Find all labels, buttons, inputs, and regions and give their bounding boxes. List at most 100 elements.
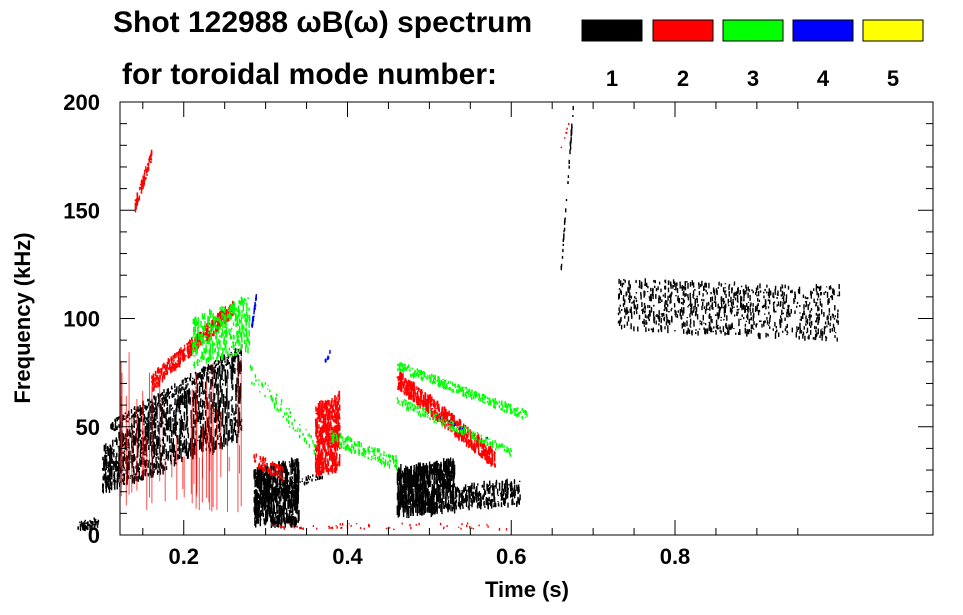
mode1-mark bbox=[192, 429, 195, 440]
mode1-mark bbox=[403, 484, 405, 494]
mode1-mark bbox=[147, 423, 149, 430]
mode1-mark bbox=[193, 378, 195, 383]
mode1-mark bbox=[410, 490, 412, 501]
mode1-mark bbox=[480, 504, 482, 510]
mode1-mark bbox=[755, 292, 757, 295]
mode1-mark bbox=[706, 292, 708, 295]
mode1-mark bbox=[118, 453, 120, 462]
mode1-mark bbox=[720, 319, 722, 321]
mode1-mark bbox=[472, 494, 475, 499]
mode1-mark bbox=[254, 510, 257, 518]
mode2-mark bbox=[323, 467, 325, 470]
mode1-mark bbox=[767, 306, 770, 309]
mode1-mark bbox=[267, 466, 269, 469]
mode1-mark bbox=[472, 496, 475, 503]
mode1-mark bbox=[180, 440, 182, 446]
mode1-mark bbox=[824, 321, 827, 325]
mode1-mark bbox=[220, 374, 222, 381]
mode1-mark bbox=[176, 421, 179, 426]
mode1-mark bbox=[282, 495, 284, 499]
mode1-mark bbox=[183, 412, 186, 421]
mode1-mark bbox=[759, 290, 762, 293]
mode2-mark bbox=[339, 454, 341, 459]
mode1-mark bbox=[431, 492, 434, 504]
mode1-mark bbox=[217, 405, 219, 416]
mode2-mark bbox=[262, 461, 264, 467]
mode1-mark bbox=[450, 475, 452, 479]
mode1-mark bbox=[736, 311, 738, 316]
mode1-mark bbox=[257, 518, 259, 524]
mode1-mark bbox=[292, 487, 294, 489]
mode2-mark bbox=[282, 466, 284, 471]
mode1-mark bbox=[178, 455, 180, 459]
mode2-mark bbox=[320, 431, 322, 438]
mode1-mark bbox=[139, 420, 141, 422]
mode1-mark bbox=[287, 479, 289, 483]
mode1-mark bbox=[225, 401, 227, 404]
mode1-mark bbox=[198, 382, 200, 385]
mode1-mark bbox=[117, 445, 119, 448]
mode2-mark bbox=[227, 308, 229, 311]
mode1-mark bbox=[256, 513, 259, 521]
mode1-mark bbox=[294, 477, 297, 487]
mode1-mark bbox=[292, 487, 294, 498]
mode1-mark bbox=[130, 432, 132, 438]
mode1-mark bbox=[233, 417, 235, 421]
mode1-mark bbox=[640, 292, 642, 296]
mode1-mark bbox=[723, 300, 726, 303]
mode1-mark bbox=[161, 399, 163, 403]
mode1-mark bbox=[288, 471, 290, 476]
mode1-mark bbox=[103, 467, 105, 471]
mode1-mark bbox=[683, 307, 685, 312]
mode2-mark bbox=[333, 399, 335, 406]
mode1-mark bbox=[511, 500, 513, 505]
mode1-mark bbox=[214, 359, 217, 362]
mode1-mark bbox=[274, 473, 277, 477]
mode1-mark bbox=[276, 506, 278, 511]
mode1-mark bbox=[796, 328, 798, 332]
mode1-mark bbox=[122, 474, 124, 476]
mode1-mark bbox=[279, 485, 282, 489]
mode1-mark bbox=[628, 288, 630, 294]
mode1-mark bbox=[808, 304, 810, 306]
mode2-mark bbox=[336, 401, 338, 408]
mode1-mark bbox=[401, 470, 404, 478]
mode1-mark bbox=[291, 493, 293, 498]
mode1-mark bbox=[677, 298, 680, 303]
mode1-mark bbox=[506, 485, 509, 489]
mode1-mark bbox=[670, 299, 672, 304]
mode1-mark bbox=[443, 485, 445, 490]
mode1-mark bbox=[297, 482, 299, 485]
mode1-mark bbox=[513, 479, 516, 485]
mode1-mark bbox=[213, 370, 216, 373]
mode1-mark bbox=[493, 496, 496, 502]
mode2-mark bbox=[143, 427, 145, 476]
mode1-mark bbox=[189, 373, 192, 378]
mode1-mark bbox=[439, 485, 441, 498]
mode1-mark bbox=[482, 496, 484, 498]
mode1-mark bbox=[731, 309, 733, 313]
mode1-mark bbox=[482, 495, 484, 498]
mode1-mark bbox=[254, 516, 256, 519]
mode1-mark bbox=[738, 308, 740, 310]
mode1-mark bbox=[484, 490, 487, 495]
mode1-mark bbox=[311, 478, 313, 482]
mode1-mark bbox=[138, 436, 140, 442]
mode2-mark bbox=[187, 341, 190, 345]
mode1-mark bbox=[796, 305, 798, 308]
mode1-mark bbox=[133, 453, 135, 462]
mode1-mark bbox=[447, 486, 449, 493]
mode1-mark bbox=[290, 465, 292, 468]
mode1-mark bbox=[123, 483, 126, 485]
mode1-mark bbox=[183, 388, 186, 399]
mode1-mark bbox=[442, 492, 444, 498]
mode2-mark bbox=[322, 465, 324, 473]
mode1-mark bbox=[284, 520, 286, 528]
mode1-mark bbox=[692, 282, 695, 288]
mode1-mark bbox=[661, 299, 663, 302]
mode1-mark bbox=[238, 407, 240, 418]
mode1-mark bbox=[776, 329, 778, 333]
mode2-mark bbox=[267, 467, 269, 472]
mode1-mark bbox=[780, 294, 782, 297]
mode1-mark bbox=[747, 310, 749, 313]
